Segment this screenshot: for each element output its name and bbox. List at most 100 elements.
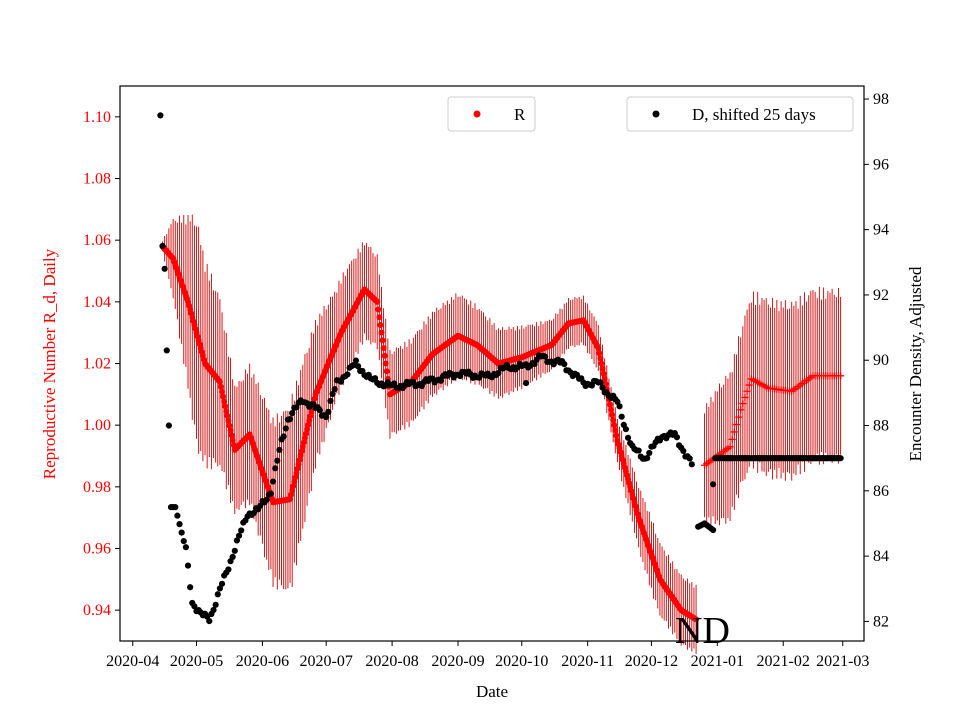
r-point bbox=[597, 355, 604, 362]
r-point bbox=[380, 345, 387, 352]
right-tick-label: 94 bbox=[873, 222, 889, 239]
x-tick-label: 2020-12 bbox=[625, 653, 678, 670]
d-point bbox=[191, 603, 198, 610]
right-tick-label: 86 bbox=[873, 483, 889, 500]
r-point bbox=[222, 403, 229, 410]
r-point bbox=[599, 365, 606, 372]
d-point bbox=[289, 410, 296, 417]
x-axis-ticks: 2020-04 2020-05 2020-06 2020-07 2020-08 2020-… bbox=[106, 641, 869, 670]
left-tick-label: 1.08 bbox=[83, 171, 111, 188]
d-point bbox=[212, 601, 219, 608]
r-point bbox=[611, 422, 618, 429]
x-tick-label: 2020-10 bbox=[495, 653, 548, 670]
d-point bbox=[267, 490, 275, 497]
r-point bbox=[216, 379, 223, 385]
x-tick-label: 2021-01 bbox=[691, 653, 744, 670]
r-point bbox=[613, 432, 620, 439]
r-point bbox=[227, 427, 234, 434]
d-point bbox=[599, 384, 606, 391]
d-point bbox=[622, 426, 630, 433]
r-point bbox=[601, 375, 608, 382]
r-point bbox=[223, 408, 230, 415]
x-tick-label: 2020-07 bbox=[300, 653, 353, 670]
d-point bbox=[542, 353, 549, 360]
d-point bbox=[522, 379, 530, 387]
d-point bbox=[274, 457, 281, 464]
right-tick-label: 98 bbox=[873, 91, 889, 108]
r-point bbox=[224, 412, 231, 419]
d-point bbox=[178, 529, 185, 536]
d-point bbox=[257, 502, 264, 509]
right-tick-label: 84 bbox=[873, 548, 889, 565]
right-tick-label: 82 bbox=[873, 613, 889, 630]
r-point bbox=[379, 337, 386, 344]
legend-r-label: R bbox=[514, 105, 526, 124]
r-point bbox=[608, 406, 615, 413]
right-tick-label: 88 bbox=[873, 418, 889, 435]
x-tick-label: 2020-05 bbox=[170, 653, 223, 670]
d-point bbox=[352, 357, 360, 364]
r-point bbox=[229, 437, 236, 444]
r-point bbox=[596, 350, 603, 357]
d-point bbox=[182, 544, 189, 551]
legend-r: R bbox=[447, 96, 536, 132]
right-tick-label: 96 bbox=[873, 156, 889, 173]
d-point bbox=[187, 584, 194, 591]
left-tick-label: 1.10 bbox=[83, 109, 111, 126]
r-point bbox=[609, 411, 616, 418]
legend-d-marker bbox=[652, 110, 660, 118]
d-point bbox=[176, 521, 183, 528]
r-projection-point bbox=[837, 372, 845, 380]
r-point bbox=[219, 388, 226, 395]
d-point bbox=[709, 526, 717, 534]
r-projection-point bbox=[735, 413, 743, 421]
r-projection-point bbox=[732, 421, 740, 429]
d-point bbox=[325, 408, 332, 415]
r-point bbox=[376, 314, 383, 321]
d-point bbox=[354, 363, 362, 370]
d-point bbox=[437, 377, 445, 384]
r-projection-point bbox=[728, 435, 736, 443]
d-point bbox=[331, 386, 338, 393]
d-point bbox=[180, 538, 187, 545]
r-point bbox=[220, 393, 227, 400]
x-tick-label: 2020-04 bbox=[106, 653, 159, 670]
r-projection-point bbox=[737, 406, 745, 414]
r-point bbox=[693, 616, 700, 623]
d-point bbox=[316, 407, 323, 414]
r-point bbox=[228, 432, 235, 439]
legend-d: D, shifted 25 days bbox=[626, 96, 854, 132]
legend-d-box bbox=[626, 96, 854, 132]
r-projection-point bbox=[739, 400, 747, 408]
d-point bbox=[206, 617, 213, 625]
d-point bbox=[686, 455, 693, 462]
d-point bbox=[157, 112, 164, 119]
d-point bbox=[238, 527, 245, 534]
right-tick-label: 92 bbox=[873, 287, 889, 304]
r-point bbox=[221, 398, 228, 405]
x-tick-label: 2020-11 bbox=[561, 653, 614, 670]
d-point bbox=[250, 509, 258, 517]
d-point bbox=[269, 478, 277, 485]
left-axis-label: Reproductive Number R_d, Daily bbox=[40, 248, 59, 479]
d-point bbox=[680, 447, 687, 455]
d-point bbox=[673, 434, 681, 441]
left-tick-label: 1.02 bbox=[83, 356, 111, 373]
r-point bbox=[378, 329, 385, 336]
r-projection-point bbox=[730, 428, 738, 436]
x-tick-label: 2021-03 bbox=[816, 653, 869, 670]
r-point bbox=[612, 427, 619, 434]
left-tick-label: 1.04 bbox=[83, 294, 111, 311]
r-point bbox=[382, 360, 389, 367]
legend-d-label: D, shifted 25 days bbox=[692, 105, 816, 124]
d-series bbox=[157, 112, 844, 625]
r-point bbox=[606, 401, 613, 408]
r-point bbox=[595, 345, 602, 352]
d-point bbox=[371, 375, 379, 382]
left-tick-label: 0.96 bbox=[83, 541, 111, 558]
d-point bbox=[561, 361, 568, 368]
d-point bbox=[163, 347, 170, 354]
left-tick-label: 1.00 bbox=[83, 417, 111, 434]
d-point bbox=[644, 455, 651, 462]
d-point bbox=[323, 413, 330, 421]
